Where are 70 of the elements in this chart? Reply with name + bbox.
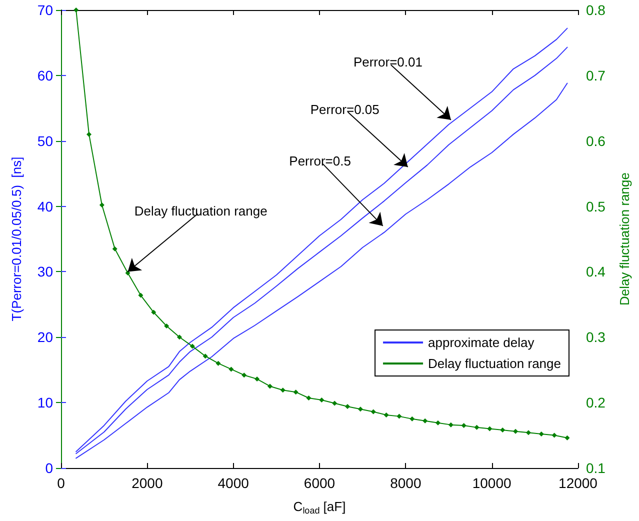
- y2-tick-label: 0.8: [586, 2, 606, 18]
- point: [216, 360, 221, 366]
- x-tick-label: 4000: [218, 475, 250, 491]
- y2-tick-label: 0.1: [586, 460, 606, 476]
- point: [538, 431, 544, 436]
- y2-axis-title: Delay fluctuation range: [617, 172, 632, 306]
- point: [396, 414, 402, 419]
- y-tick-label: 50: [37, 132, 54, 149]
- point: [267, 384, 272, 389]
- point: [242, 372, 247, 378]
- point: [384, 412, 389, 418]
- point: [422, 418, 428, 424]
- point: [448, 422, 454, 428]
- legend-label: Delay fluctuation range: [428, 356, 562, 371]
- point: [138, 292, 144, 298]
- y-tick-label: 0: [45, 460, 54, 476]
- point: [474, 424, 480, 430]
- point: [461, 422, 466, 428]
- x-tick-label: 12000: [558, 475, 598, 491]
- point: [74, 8, 79, 12]
- x-tick-label: 6000: [304, 475, 336, 491]
- point: [345, 404, 350, 409]
- point: [254, 376, 260, 382]
- point: [164, 324, 170, 329]
- point: [435, 420, 440, 426]
- point: [500, 428, 506, 433]
- y-tick-label: 20: [37, 329, 54, 346]
- legend-label: approximate delay: [428, 335, 535, 350]
- y-axis-title: T(Perror=0.01/0.05/0.5) [ns]: [9, 156, 24, 322]
- point: [332, 400, 338, 406]
- y-tick-label: 10: [37, 394, 54, 411]
- y2-tick-label: 0.4: [586, 264, 606, 280]
- point: [552, 432, 557, 438]
- y2-tick-label: 0.6: [586, 132, 606, 149]
- y-tick-label: 40: [37, 198, 54, 214]
- y-tick-label: 30: [37, 264, 54, 280]
- point: [487, 426, 492, 432]
- point: [112, 246, 118, 252]
- point: [513, 428, 518, 434]
- point: [280, 388, 286, 393]
- y2-tick-label: 0.3: [586, 329, 606, 346]
- point: [99, 202, 104, 208]
- point: [176, 334, 182, 340]
- y2-tick-label: 0.2: [586, 394, 606, 411]
- x-tick-label: 10000: [472, 475, 512, 491]
- point: [526, 430, 531, 436]
- annotation: Perror=0.01: [353, 54, 422, 70]
- x-tick-label: 0: [57, 475, 66, 491]
- y-tick-label: 60: [37, 67, 54, 84]
- annotation: Perror=0.05: [310, 102, 380, 117]
- point: [370, 409, 376, 414]
- annotation: Perror=0.5: [289, 154, 351, 169]
- point: [358, 406, 363, 412]
- point: [151, 310, 156, 315]
- y-tick-label: 70: [37, 2, 54, 18]
- annotation: Delay fluctuation range: [134, 204, 268, 219]
- point: [319, 397, 324, 402]
- point: [410, 416, 415, 422]
- point: [306, 395, 312, 400]
- x-tick-label: 8000: [390, 475, 422, 491]
- x-tick-label: 2000: [132, 475, 163, 491]
- y2-tick-label: 0.7: [586, 67, 606, 84]
- point: [125, 270, 130, 276]
- point: [228, 366, 234, 372]
- point: [190, 344, 195, 349]
- point: [202, 354, 208, 359]
- y2-tick-label: 0.5: [586, 198, 606, 214]
- point: [564, 435, 570, 440]
- point: [293, 390, 298, 395]
- point: [86, 132, 92, 137]
